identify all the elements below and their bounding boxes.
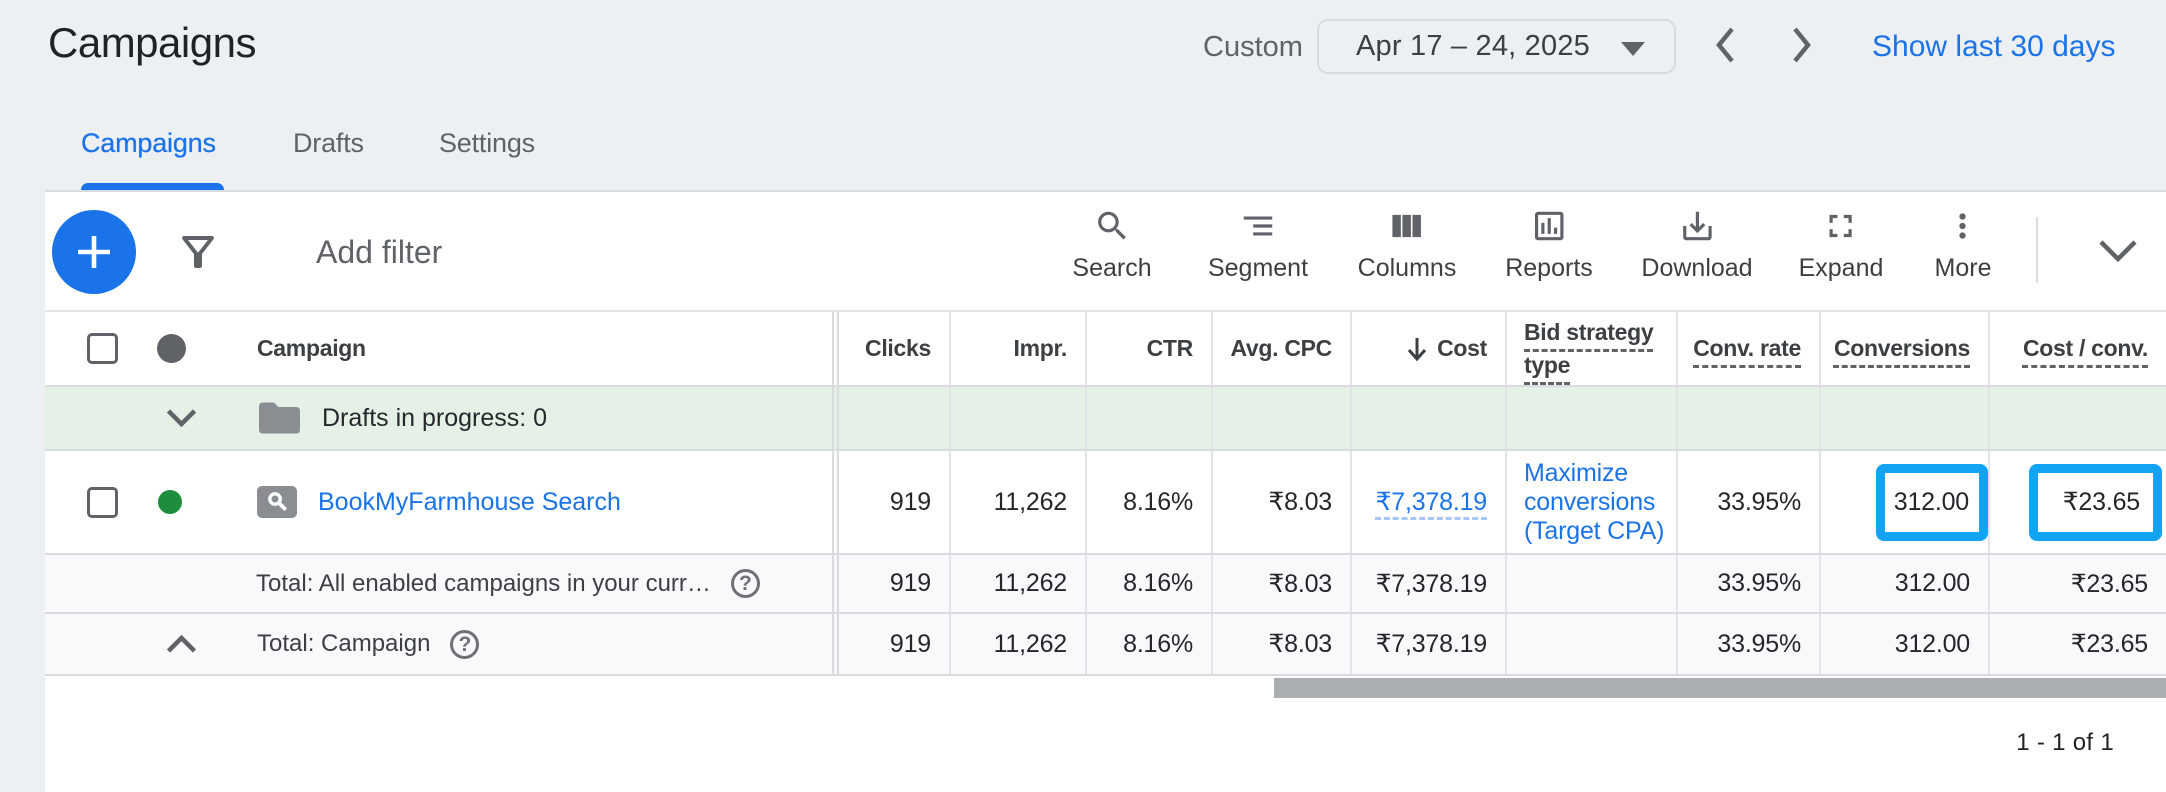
campaign-cost-per-conv: ₹23.65 [1990, 451, 2166, 553]
segment-button[interactable]: Segment [1208, 207, 1308, 301]
reports-button[interactable]: Reports [1505, 207, 1593, 301]
campaign-row: BookMyFarmhouse Search 919 11,262 8.16% … [45, 451, 2166, 555]
date-range-value: Apr 17 – 24, 2025 [1356, 30, 1590, 62]
row-checkbox[interactable] [87, 486, 118, 518]
campaign-bid-strategy-link[interactable]: Maximize conversions (Target CPA) [1507, 451, 1678, 553]
select-all-checkbox[interactable] [87, 333, 118, 364]
tab-settings[interactable]: Settings [439, 128, 535, 158]
show-last-30-days-link[interactable]: Show last 30 days [1872, 30, 2116, 63]
tab-campaigns[interactable]: Campaigns [81, 128, 216, 158]
campaign-avg-cpc: ₹8.03 [1213, 451, 1352, 553]
header-cost-per-conv[interactable]: Cost / conv. [2022, 335, 2148, 361]
download-icon [1682, 211, 1712, 241]
columns-button[interactable]: Columns [1358, 207, 1456, 301]
folder-icon [259, 402, 300, 434]
collapse-group-chevron[interactable] [166, 409, 197, 427]
drafts-group-label[interactable]: Drafts in progress: 0 [322, 403, 548, 432]
cost-per-conv-highlight-box: ₹23.65 [2029, 463, 2162, 541]
search-button[interactable]: Search [1072, 207, 1152, 301]
header-campaign-cell: Campaign [45, 312, 834, 385]
campaign-conv-rate: 33.95% [1678, 451, 1821, 553]
campaign-clicks: 919 [837, 451, 951, 553]
plus-icon [78, 236, 110, 268]
dropdown-arrow-icon [1621, 42, 1645, 56]
download-button[interactable]: Download [1641, 207, 1753, 301]
header-conv-rate[interactable]: Conv. rate [1678, 312, 1821, 385]
conversions-highlight-box: 312.00 [1876, 463, 1988, 541]
help-icon[interactable]: ? [450, 629, 480, 659]
toolbar-divider [2036, 217, 2038, 283]
search-campaign-type-icon [257, 486, 297, 518]
segment-icon [1243, 216, 1273, 236]
tab-drafts[interactable]: Drafts [293, 128, 364, 158]
pagination-label: 1 - 1 of 1 [2016, 729, 2114, 756]
header-ctr[interactable]: CTR [1087, 312, 1213, 385]
total-enabled-row: Total: All enabled campaigns in your cur… [45, 555, 2166, 614]
header-avg-cpc[interactable]: Avg. CPC [1213, 312, 1352, 385]
search-icon [1097, 211, 1126, 240]
active-tab-indicator [81, 183, 224, 191]
header-bid-strategy-type[interactable]: Bid strategy type [1507, 312, 1678, 385]
filter-icon[interactable] [174, 228, 222, 281]
chevron-down-icon [2099, 240, 2137, 263]
status-enabled-icon[interactable] [158, 490, 182, 514]
campaign-name-link[interactable]: BookMyFarmhouse Search [318, 487, 621, 516]
page-title: Campaigns [48, 19, 256, 66]
help-icon[interactable]: ? [730, 569, 760, 598]
total-enabled-label: Total: All enabled campaigns in your cur… [256, 569, 711, 597]
date-mode-label: Custom [1203, 31, 1303, 63]
drafts-group-row: Drafts in progress: 0 [45, 387, 2166, 451]
columns-icon [1392, 214, 1422, 238]
reports-icon [1534, 211, 1564, 241]
add-campaign-button[interactable] [52, 210, 136, 294]
header-conversions[interactable]: Conversions [1821, 312, 1990, 385]
more-button[interactable]: More [1935, 207, 1991, 301]
horizontal-scrollbar-thumb[interactable] [1274, 678, 2166, 698]
expand-icon [1829, 214, 1853, 238]
table-toolbar: Add filter Search Segment Columns Report… [45, 192, 2166, 312]
expand-button[interactable]: Expand [1799, 207, 1883, 301]
next-period-button[interactable] [1791, 26, 1813, 69]
toolbar-actions: Search Segment Columns Reports Download … [45, 192, 2166, 310]
total-campaign-label: Total: Campaign [257, 630, 431, 657]
campaign-ctr: 8.16% [1087, 451, 1213, 553]
header-impr[interactable]: Impr. [951, 312, 1087, 385]
campaign-impr: 11,262 [951, 451, 1087, 553]
more-vertical-icon [1959, 213, 1967, 239]
total-campaign-row: Total: Campaign ? 919 11,262 8.16% ₹8.03… [45, 614, 2166, 676]
sort-descending-icon [1407, 337, 1427, 361]
campaign-cost-link[interactable]: ₹7,378.19 [1352, 451, 1507, 553]
header-cost[interactable]: Cost [1352, 312, 1507, 385]
header-campaign[interactable]: Campaign [257, 335, 366, 361]
status-filter-circle[interactable] [157, 334, 186, 363]
campaign-conversions: 312.00 [1821, 451, 1990, 553]
date-range-picker[interactable]: Apr 17 – 24, 2025 [1317, 19, 1676, 74]
add-filter-button[interactable]: Add filter [316, 234, 443, 270]
table-header-row: Campaign Clicks Impr. CTR Avg. CPC Cost … [45, 312, 2166, 387]
header-clicks[interactable]: Clicks [837, 312, 951, 385]
previous-period-button[interactable] [1714, 26, 1736, 69]
collapse-totals-chevron[interactable] [166, 635, 197, 653]
campaigns-table-panel: Add filter Search Segment Columns Report… [45, 190, 2166, 792]
collapse-toolbar-button[interactable] [2097, 238, 2139, 269]
